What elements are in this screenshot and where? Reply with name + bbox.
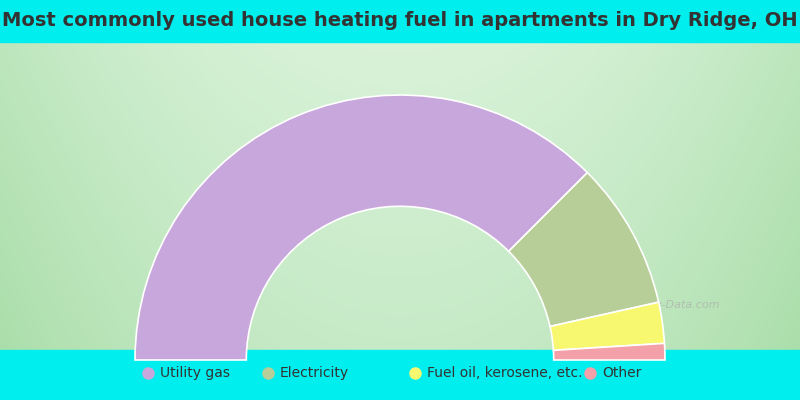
Text: Most commonly used house heating fuel in apartments in Dry Ridge, OH: Most commonly used house heating fuel in… <box>2 12 798 30</box>
Text: City-Data.com: City-Data.com <box>640 300 720 310</box>
Wedge shape <box>554 343 665 360</box>
Text: Fuel oil, kerosene, etc.: Fuel oil, kerosene, etc. <box>427 366 582 380</box>
Wedge shape <box>135 95 587 360</box>
Wedge shape <box>550 302 665 350</box>
Text: Other: Other <box>602 366 642 380</box>
Wedge shape <box>509 173 658 326</box>
Bar <box>0 0 800 42</box>
Text: Electricity: Electricity <box>280 366 349 380</box>
Bar <box>0 350 800 400</box>
Text: Utility gas: Utility gas <box>160 366 230 380</box>
